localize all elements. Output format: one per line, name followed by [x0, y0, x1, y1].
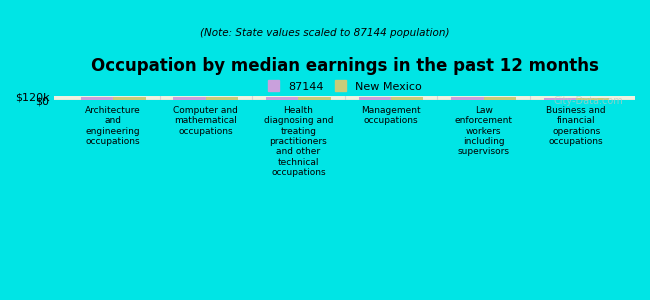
Title: Occupation by median earnings in the past 12 months: Occupation by median earnings in the pas…: [91, 57, 599, 75]
Bar: [391, 98, 423, 100]
Bar: [206, 97, 239, 100]
Bar: [174, 97, 206, 100]
Bar: [576, 98, 608, 100]
Legend: 87144, New Mexico: 87144, New Mexico: [263, 76, 427, 98]
Text: City-Data.com: City-Data.com: [554, 96, 623, 106]
Bar: [484, 98, 516, 100]
Bar: [451, 97, 484, 100]
Text: (Note: State values scaled to 87144 population): (Note: State values scaled to 87144 popu…: [200, 28, 450, 38]
Bar: [544, 98, 576, 100]
Bar: [113, 97, 146, 100]
Bar: [298, 97, 331, 100]
Bar: [266, 97, 298, 100]
Bar: [81, 97, 113, 100]
Bar: [359, 97, 391, 100]
